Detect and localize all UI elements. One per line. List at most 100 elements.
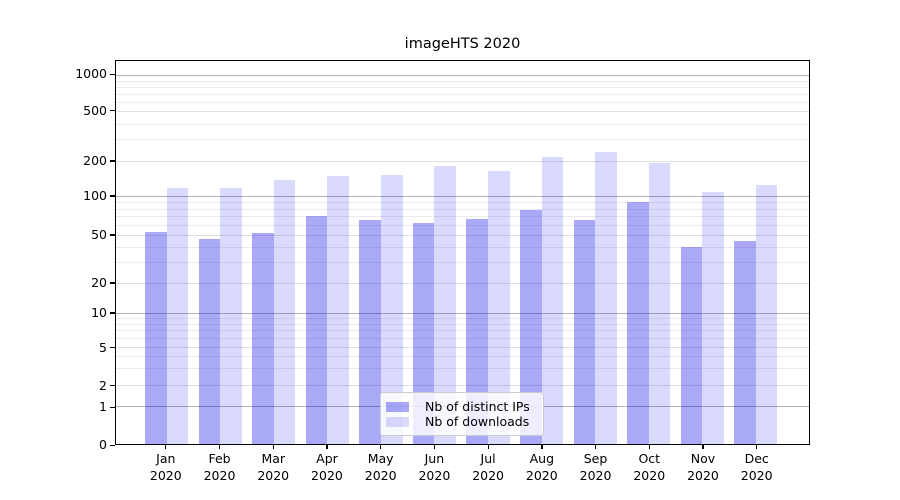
y-tick-mark: [110, 347, 115, 349]
gridline-minor: [116, 368, 809, 370]
y-tick-mark: [110, 110, 115, 112]
gridline-minor: [116, 317, 809, 319]
y-tick-label: 500: [83, 102, 107, 118]
y-tick-mark: [110, 406, 115, 408]
y-tick-label: 0: [99, 437, 107, 452]
x-tick-mark: [272, 445, 274, 449]
legend: Nb of distinct IPs Nb of downloads: [380, 392, 544, 436]
legend-swatch-distinct-ips: [386, 401, 409, 412]
bar-downloads-may: [380, 174, 403, 444]
bar-downloads-jun: [434, 165, 457, 444]
x-tick-mark: [595, 445, 597, 449]
gridline-labeled: [116, 347, 809, 349]
y-tick-mark: [110, 282, 115, 284]
bar-distinct-ips-oct: [627, 202, 649, 444]
gridline-minor: [116, 337, 809, 339]
gridline-minor: [116, 93, 809, 95]
y-tick-mark: [110, 195, 115, 197]
bar-downloads-dec: [755, 185, 778, 444]
gridline-labeled: [116, 282, 809, 284]
x-tick-label: Mar 2020: [257, 451, 290, 483]
y-tick-mark: [110, 160, 115, 162]
x-tick-label: Oct 2020: [633, 451, 666, 483]
x-tick-label: Apr 2020: [311, 451, 343, 483]
legend-swatch-downloads: [386, 416, 409, 427]
bar-distinct-ips-may: [359, 219, 381, 444]
y-tick-mark: [110, 385, 115, 387]
x-tick-mark: [541, 445, 543, 449]
x-tick-mark: [380, 445, 382, 449]
gridline-major: [116, 196, 809, 198]
gridline-labeled: [116, 111, 809, 113]
x-tick-label: May 2020: [364, 451, 397, 483]
bar-distinct-ips-feb: [198, 239, 221, 444]
y-tick-label: 2: [99, 377, 107, 393]
gridline-labeled: [116, 161, 809, 163]
bar-downloads-sep: [595, 151, 617, 444]
y-tick-mark: [110, 234, 115, 236]
bar-distinct-ips-sep: [573, 219, 596, 444]
bar-downloads-nov: [702, 191, 724, 444]
gridline-minor: [116, 261, 809, 263]
legend-label: Nb of downloads: [425, 414, 530, 429]
x-tick-label: Jul 2020: [472, 451, 504, 483]
bar-downloads-oct: [648, 163, 671, 444]
x-tick-label: Jun 2020: [418, 451, 451, 483]
x-tick-mark: [756, 445, 758, 449]
gridline-minor: [116, 323, 809, 325]
bar-distinct-ips-mar: [252, 232, 274, 444]
gridline-minor: [116, 216, 809, 218]
gridline-minor: [116, 101, 809, 103]
chart-title: imageHTS 2020: [404, 36, 521, 52]
x-tick-label: Dec 2020: [740, 451, 773, 483]
bar-distinct-ips-aug: [519, 210, 542, 444]
x-tick-label: Aug 2020: [525, 451, 558, 483]
y-tick-label: 1: [99, 399, 107, 414]
x-tick-mark: [487, 445, 489, 449]
bar-downloads-aug: [541, 157, 564, 444]
x-tick-mark: [433, 445, 436, 449]
y-tick-label: 20: [91, 274, 107, 290]
gridline-minor: [116, 123, 809, 125]
x-tick-label: Nov 2020: [687, 451, 719, 483]
x-tick-label: Sep 2020: [579, 451, 612, 483]
plot-area: Nb of distinct IPs Nb of downloads: [115, 60, 810, 445]
bar-downloads-jul: [488, 170, 510, 444]
gridline-labeled: [116, 384, 809, 386]
gridline-labeled: [116, 235, 809, 237]
gridline-minor: [116, 202, 809, 204]
bar-distinct-ips-apr: [305, 216, 328, 444]
y-tick-mark: [110, 312, 115, 314]
gridline-minor: [116, 86, 809, 88]
legend-item: Nb of distinct IPs: [386, 399, 535, 414]
bar-distinct-ips-jun: [412, 223, 435, 444]
y-tick-label: 50: [91, 226, 107, 242]
y-tick-mark: [110, 444, 115, 446]
gridline-major: [116, 75, 809, 77]
y-tick-label: 100: [83, 187, 107, 203]
gridline-minor: [116, 246, 809, 248]
gridline-minor: [116, 139, 809, 141]
x-tick-mark: [219, 445, 221, 449]
bar-downloads-jan: [166, 187, 189, 444]
legend-item: Nb of downloads: [386, 414, 535, 429]
y-tick-mark: [110, 73, 115, 75]
x-tick-mark: [648, 445, 650, 449]
bar-distinct-ips-nov: [680, 246, 703, 444]
y-tick-label: 10: [91, 304, 107, 320]
y-tick-label: 5: [99, 339, 107, 355]
bar-downloads-apr: [327, 175, 349, 444]
gridline-minor: [116, 208, 809, 210]
bar-distinct-ips-dec: [734, 240, 756, 444]
gridline-major: [116, 312, 809, 314]
legend-label: Nb of distinct IPs: [425, 399, 530, 414]
bar-downloads-feb: [220, 187, 242, 444]
bar-distinct-ips-jan: [145, 231, 167, 444]
x-tick-mark: [702, 445, 704, 449]
gridline-minor: [116, 330, 809, 332]
x-tick-label: Feb 2020: [203, 451, 236, 483]
y-tick-label: 1000: [75, 66, 107, 82]
bar-downloads-mar: [273, 179, 296, 444]
gridline-minor: [116, 80, 809, 82]
